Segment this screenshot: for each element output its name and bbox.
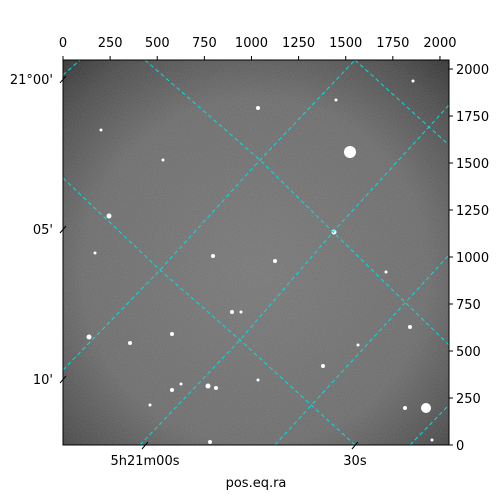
y-tick-label: 750 (456, 298, 481, 313)
grid-line (63, 60, 356, 371)
x-tick-label: 2000 (423, 36, 456, 51)
dec-tick-label: 21°00' (10, 73, 53, 88)
y-tick-label: 1250 (456, 204, 489, 219)
grid-line (354, 60, 449, 146)
dec-tick (59, 375, 67, 384)
x-tick-label: 0 (59, 36, 67, 51)
x-tick-label: 1000 (235, 36, 268, 51)
x-axis-label: pos.eq.ra (226, 476, 287, 491)
axes-frame (62, 59, 450, 446)
ra-tick (351, 441, 359, 450)
dec-tick (59, 75, 67, 84)
grid-line (274, 254, 449, 445)
ra-tick-label: 30s (343, 454, 367, 469)
grid-line (63, 177, 356, 445)
x-tick-label: 500 (145, 36, 170, 51)
y-tick-label: 500 (456, 345, 481, 360)
y-tick-label: 1000 (456, 251, 489, 266)
y-tick-label: 2000 (456, 63, 489, 78)
x-tick-label: 1500 (329, 36, 362, 51)
grid-line (139, 104, 449, 445)
dec-tick-label: 05' (33, 223, 53, 238)
dec-tick (59, 225, 67, 234)
y-tick-label: 250 (456, 392, 481, 407)
y-tick-label: 1500 (456, 157, 489, 172)
x-tick-label: 750 (192, 36, 217, 51)
wcs-grid (63, 60, 449, 445)
y-tick-label: 1750 (456, 110, 489, 125)
x-tick-label: 250 (98, 36, 123, 51)
grid-line (144, 60, 449, 346)
x-tick-label: 1250 (282, 36, 315, 51)
grid-line (409, 404, 449, 445)
ra-tick (141, 441, 149, 450)
y-tick-label: 0 (456, 439, 464, 454)
ra-tick-label: 5h21m00s (110, 454, 179, 469)
sky-image (63, 60, 449, 445)
x-tick-label: 1750 (376, 36, 409, 51)
grid-line (63, 60, 81, 76)
dec-tick-label: 10' (33, 373, 53, 388)
